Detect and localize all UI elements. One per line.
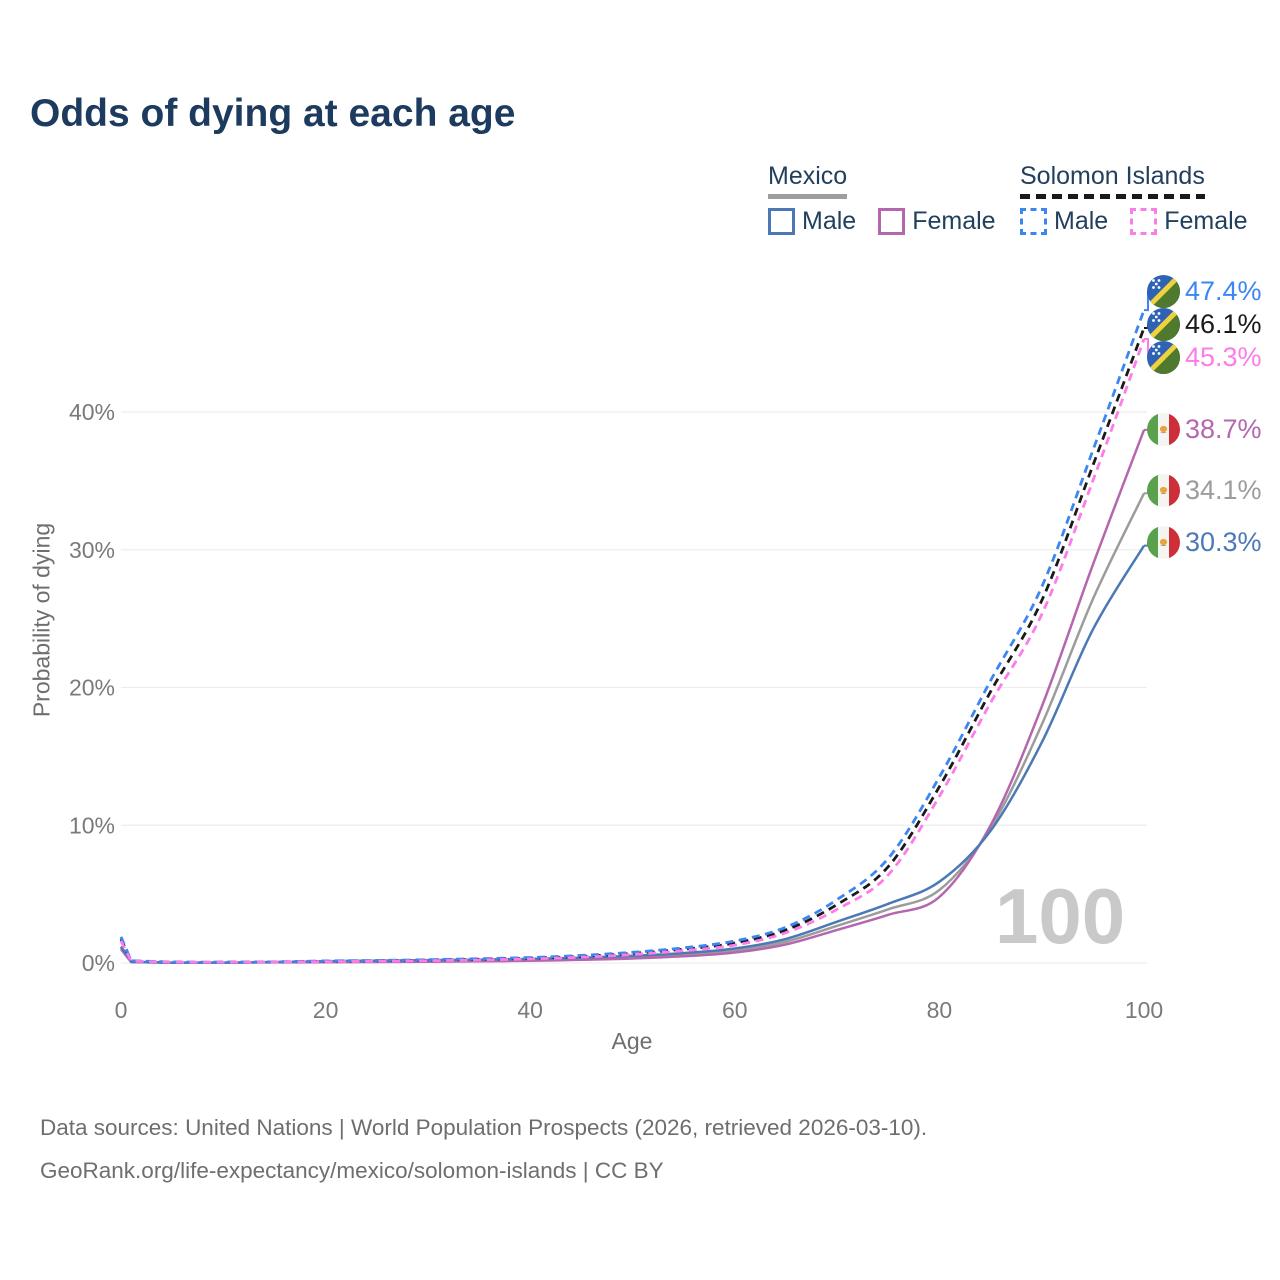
legend-group-mexico: Mexico Male Female (768, 162, 996, 236)
legend-item-solomon-islands-male[interactable]: Male (1020, 207, 1108, 236)
footer: Data sources: United Nations | World Pop… (40, 1106, 927, 1192)
end-label-mx-male[interactable]: 30.3% (1147, 526, 1262, 559)
x-tick-label: 60 (722, 997, 748, 1023)
series-line-mx_male[interactable] (119, 544, 1146, 964)
solomon-islands-flag-icon (1147, 308, 1180, 341)
mexico-female-swatch-icon (878, 208, 906, 235)
y-tick-label: 30% (69, 537, 115, 563)
series-line-mx_total[interactable] (119, 492, 1146, 964)
end-label-value: 34.1% (1185, 475, 1262, 505)
y-tick-label: 0% (82, 950, 115, 976)
page-title: Odds of dying at each age (30, 92, 516, 135)
end-label-si-total[interactable]: 46.1% (1147, 308, 1262, 341)
y-tick-label: 20% (69, 675, 115, 701)
solomon-islands-female-swatch-icon (1130, 208, 1158, 235)
footer-data-sources: Data sources: United Nations | World Pop… (40, 1115, 928, 1140)
legend-group-solomon-islands: Solomon Islands Male Female (1020, 162, 1248, 236)
x-tick-label: 100 (1125, 997, 1163, 1023)
mexico-male-swatch-icon (768, 208, 795, 235)
legend-title-solomon-islands[interactable]: Solomon Islands (1020, 162, 1205, 190)
y-tick-label: 10% (69, 812, 115, 838)
end-label-si-female[interactable]: 45.3% (1147, 341, 1262, 374)
end-label-mx-female[interactable]: 38.7% (1147, 413, 1262, 446)
legend-item-mexico-female[interactable]: Female (878, 207, 996, 236)
legend-item-label: Female (1164, 207, 1248, 235)
end-label-si-male[interactable]: 47.4% (1147, 275, 1262, 308)
solomon-islands-male-swatch-icon (1020, 208, 1047, 235)
x-tick-label: 20 (313, 997, 339, 1023)
end-label-mx-total[interactable]: 34.1% (1147, 474, 1262, 507)
x-axis-title: Age (611, 1028, 653, 1054)
end-label-value: 38.7% (1185, 414, 1262, 444)
series-line-mx_female[interactable] (120, 429, 1146, 965)
legend-head-mexico: Mexico (768, 162, 848, 199)
series-line-si_male[interactable] (119, 309, 1146, 964)
legend-item-label: Female (912, 207, 996, 235)
legend-item-mexico-male[interactable]: Male (768, 207, 856, 236)
y-tick-label: 40% (69, 399, 115, 425)
mexico-flag-icon (1147, 413, 1180, 446)
solomon-islands-flag-icon (1147, 341, 1180, 374)
solomon-islands-dashed-line-swatch (1020, 194, 1205, 199)
watermark-age-100: 100 (995, 872, 1126, 960)
footer-attribution: GeoRank.org/life-expectancy/mexico/solom… (40, 1158, 664, 1183)
end-label-value: 47.4% (1185, 276, 1262, 306)
mexico-solid-line-swatch (768, 194, 848, 199)
legend-title-mexico[interactable]: Mexico (768, 162, 848, 190)
series-line-si_total[interactable] (119, 327, 1146, 964)
end-label-value: 30.3% (1185, 527, 1262, 557)
end-label-value: 46.1% (1185, 309, 1262, 339)
x-tick-label: 0 (115, 997, 128, 1023)
legend-head-solomon-islands: Solomon Islands (1020, 162, 1205, 199)
legend-item-label: Male (1054, 207, 1109, 235)
legend-item-label: Male (802, 207, 857, 235)
legend-items-solomon-islands: Male Female (1020, 207, 1248, 236)
x-tick-label: 80 (927, 997, 953, 1023)
series-line-si_female[interactable] (119, 338, 1146, 964)
solomon-islands-flag-icon (1147, 275, 1180, 308)
legend-item-solomon-islands-female[interactable]: Female (1130, 207, 1248, 236)
mexico-flag-icon (1147, 526, 1180, 559)
x-tick-label: 40 (517, 997, 543, 1023)
mexico-flag-icon (1147, 474, 1180, 507)
legend-items-mexico: Male Female (768, 207, 996, 236)
end-label-value: 45.3% (1185, 342, 1262, 372)
